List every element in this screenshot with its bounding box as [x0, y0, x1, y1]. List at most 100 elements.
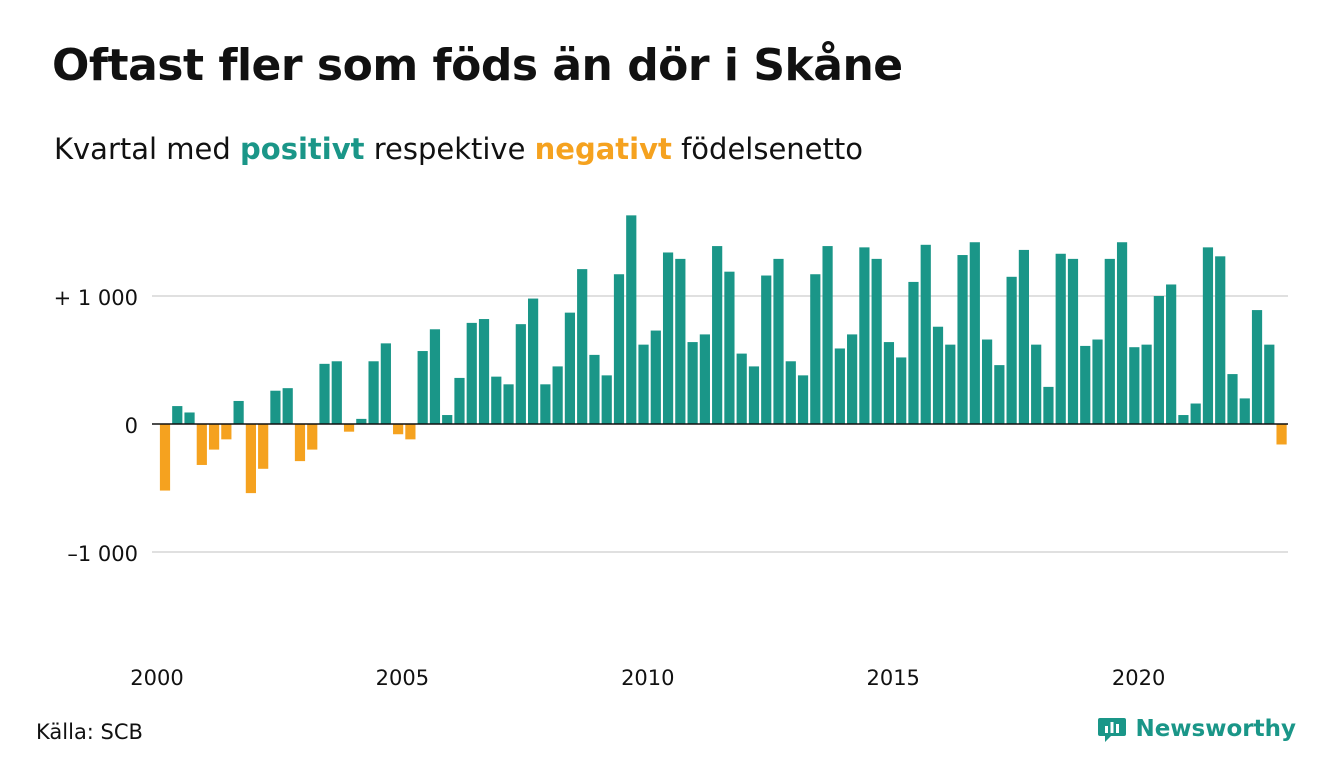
bar-positive: [945, 344, 956, 424]
bar-positive: [1055, 253, 1066, 424]
subtitle-negative-label: negativt: [534, 132, 672, 166]
bar-positive: [552, 366, 563, 424]
bar-positive: [613, 274, 625, 424]
bar-positive: [1104, 258, 1115, 424]
bar-positive: [540, 384, 551, 424]
bar-positive: [1006, 276, 1017, 424]
bar-positive: [528, 298, 539, 424]
newsworthy-icon: [1098, 718, 1127, 742]
bar-positive: [883, 342, 895, 424]
bar-positive: [932, 326, 944, 424]
bar-positive: [834, 348, 845, 424]
y-tick-label: –1 000: [67, 542, 138, 566]
bar-positive: [454, 377, 465, 424]
bar-positive: [847, 334, 858, 424]
bar-positive: [270, 390, 281, 424]
bar-positive: [920, 244, 931, 424]
bar-negative: [221, 424, 232, 440]
bar-positive: [1092, 339, 1103, 424]
bar-positive: [1043, 386, 1054, 424]
subtitle-positive-label: positivt: [240, 132, 365, 166]
bar-negative: [208, 424, 220, 450]
bar-positive: [699, 334, 710, 424]
bar-positive: [1264, 344, 1275, 424]
bar-negative: [405, 424, 416, 440]
bar-positive: [368, 361, 379, 424]
bar-positive: [969, 242, 980, 424]
y-tick-label: 0: [125, 414, 138, 438]
bar-positive: [1215, 256, 1226, 424]
x-tick-label: 2005: [376, 666, 429, 690]
bar-positive: [1178, 415, 1189, 424]
y-tick-label: + 1 000: [54, 286, 138, 310]
bar-positive: [515, 324, 526, 424]
bar-positive: [1031, 344, 1042, 424]
bar-positive: [319, 363, 330, 424]
bar-positive: [650, 330, 661, 424]
bar-positive: [356, 418, 367, 424]
bar-positive: [687, 342, 698, 424]
brand-name: Newsworthy: [1135, 716, 1296, 742]
bar-positive: [908, 281, 919, 424]
subtitle-middle: respektive: [373, 132, 526, 166]
bar-positive: [184, 412, 195, 424]
bar-positive: [1018, 249, 1029, 424]
bar-positive: [1190, 403, 1201, 424]
bar-positive: [577, 269, 588, 424]
chart-subtitle: Kvartal med positivt respektive negativt…: [54, 132, 863, 166]
bar-positive: [466, 322, 477, 424]
bar-positive: [822, 246, 833, 424]
bar-positive: [1251, 310, 1263, 424]
bar-positive: [871, 258, 882, 424]
bar-positive: [736, 353, 747, 424]
bar-positive: [1116, 242, 1128, 424]
bar-positive: [712, 246, 723, 424]
bar-positive: [896, 357, 907, 424]
x-tick-label: 2000: [130, 666, 183, 690]
bar-positive: [748, 366, 760, 424]
bar-negative: [196, 424, 207, 465]
bar-positive: [491, 376, 502, 424]
bar-positive: [1067, 258, 1079, 424]
bar-positive: [638, 344, 649, 424]
bar-negative: [245, 424, 256, 494]
bar-positive: [761, 275, 772, 424]
bar-positive: [478, 319, 490, 424]
x-tick-label: 2015: [866, 666, 919, 690]
bar-positive: [797, 375, 809, 424]
bar-negative: [307, 424, 318, 450]
bar-positive: [282, 388, 293, 424]
source-note: Källa: SCB: [36, 720, 143, 744]
bar-positive: [589, 354, 600, 424]
bar-positive: [773, 258, 784, 424]
subtitle-suffix: födelsenetto: [681, 132, 863, 166]
bar-positive: [233, 400, 244, 424]
bar-positive: [1202, 247, 1214, 424]
bar-positive: [859, 247, 870, 424]
bar-negative: [258, 424, 269, 469]
bar-positive: [810, 274, 821, 424]
bar-positive: [675, 258, 686, 424]
bar-positive: [1166, 284, 1177, 424]
bar-positive: [564, 312, 576, 424]
bar-positive: [1227, 374, 1238, 424]
bar-positive: [1080, 345, 1091, 424]
x-tick-label: 2020: [1112, 666, 1165, 690]
bar-positive: [626, 215, 637, 424]
newsworthy-logo[interactable]: Newsworthy: [1097, 714, 1296, 744]
subtitle-prefix: Kvartal med: [54, 132, 231, 166]
bar-positive: [981, 339, 993, 424]
bar-positive: [994, 365, 1005, 424]
bar-positive: [503, 384, 514, 424]
bar-positive: [1129, 347, 1140, 424]
bar-negative: [1276, 424, 1287, 445]
bar-positive: [442, 415, 453, 424]
bar-negative: [343, 424, 355, 432]
bar-positive: [785, 361, 796, 424]
chart-title: Oftast fler som föds än dör i Skåne: [52, 40, 903, 91]
bar-positive: [331, 361, 342, 424]
bar-positive: [601, 375, 612, 424]
bar-positive: [1239, 398, 1250, 424]
bar-negative: [393, 424, 404, 435]
